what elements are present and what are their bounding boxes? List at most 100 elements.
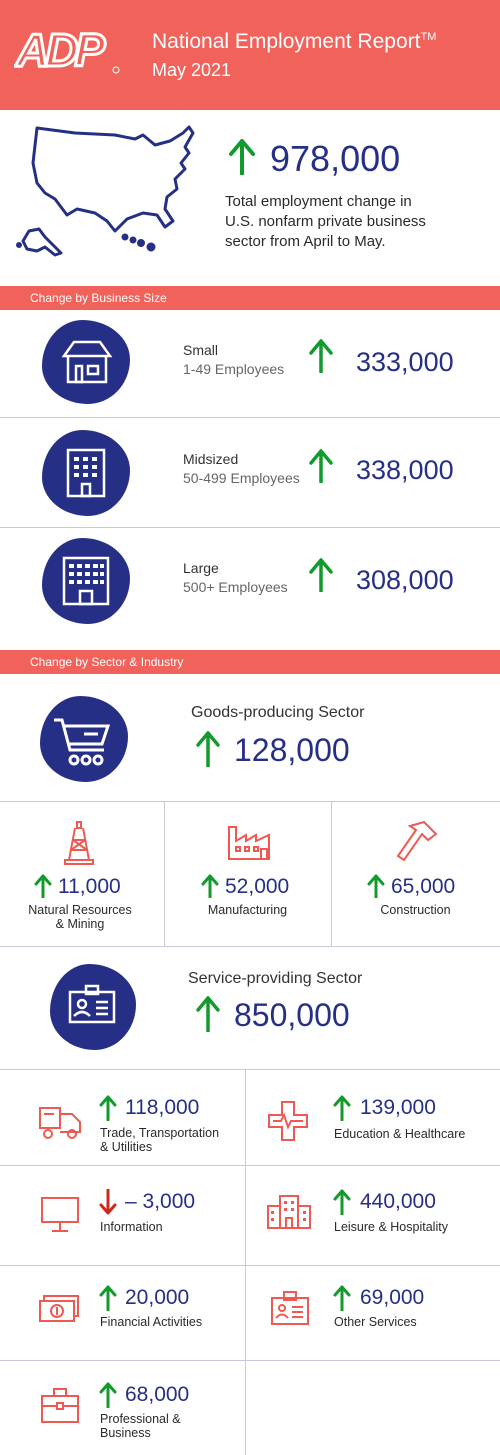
industry-label: Financial Activities [100,1315,202,1329]
divider [0,417,500,418]
usa-map-icon [15,123,195,263]
industry-value: 11,000 [58,875,121,898]
up-arrow-icon [333,1285,351,1311]
up-arrow-icon [99,1382,117,1408]
industry-value: 52,000 [225,875,290,898]
industry-label-line: Leisure & Hospitality [334,1220,448,1234]
business-size-name: Small [183,342,219,358]
monitor-icon [40,1196,80,1239]
total-description-line: U.S. nonfarm private business [225,213,426,230]
id-badge-icon [50,964,136,1050]
total-description: Total employment change in U.S. nonfarm … [225,192,426,252]
divider [0,1360,500,1361]
divider [0,1265,500,1266]
up-arrow-icon [309,558,333,592]
industry-label: Professional & Business [100,1412,181,1440]
business-size-value: 333,000 [356,347,454,377]
house-icon [42,320,130,404]
business-size-band: Change by Business Size [0,286,500,310]
industry-label: Construction [331,903,500,917]
divider [331,801,332,947]
business-size-value: 308,000 [356,565,454,595]
up-arrow-icon [333,1095,351,1121]
industry-value: 440,000 [360,1190,436,1213]
header-subtitle: May 2021 [152,60,232,80]
industry-value: 139,000 [360,1096,436,1119]
divider [0,527,500,528]
industry-label-line: Manufacturing [207,903,288,917]
up-arrow-icon [367,874,385,898]
header-title-tm: TM [420,31,437,43]
up-arrow-icon [201,874,219,898]
money-icon [38,1294,80,1329]
factory-icon [227,825,271,866]
industry-label: Education & Healthcare [334,1127,465,1141]
briefcase-icon [40,1386,80,1429]
id-card-icon [270,1290,310,1331]
total-up-arrow [229,139,255,175]
up-arrow-icon [196,996,220,1032]
business-size-value: 338,000 [356,455,454,485]
total-description-line: Total employment change in [225,193,412,210]
divider [0,946,500,947]
industry-label: Trade, Transportation & Utilities [100,1126,219,1154]
adp-logo: ADP [14,23,124,80]
industry-value: 68,000 [125,1383,190,1406]
industry-value: 118,000 [125,1096,200,1119]
up-arrow-icon [99,1285,117,1311]
divider [0,1069,500,1070]
divider [164,801,165,947]
business-size-range: 1-49 Employees [183,361,285,377]
header-banner [0,0,500,110]
industry-label: Manufacturing [164,903,331,917]
industry-label-line: & Utilities [100,1140,153,1154]
industry-label-line: Professional & [100,1412,181,1426]
hammer-icon [396,820,438,869]
industry-value: – 3,000 [125,1190,196,1213]
header-title: National Employment ReportTM [152,30,436,54]
shopping-cart-icon [40,696,128,782]
business-size-name: Large [183,560,219,576]
industry-label-line: Other Services [334,1315,417,1329]
office-building-icon [42,430,130,516]
industry-label-line: Trade, Transportation [100,1126,220,1140]
oil-derrick-icon [64,820,94,871]
up-arrow-icon [34,874,52,898]
industry-label-line: Education & Healthcare [334,1127,466,1141]
industry-label-line: Business [100,1426,151,1440]
header-title-text: National Employment Report [152,30,421,53]
industry-label: Leisure & Hospitality [334,1220,448,1234]
services-sector-name: Service-providing Sector [188,970,363,987]
up-arrow-icon [333,1189,351,1215]
hotel-icon [266,1194,312,1235]
industry-value: 69,000 [360,1286,425,1309]
industry-label-line: Financial Activities [100,1315,203,1329]
total-value: 978,000 [270,138,401,179]
industry-value: 20,000 [125,1286,190,1309]
up-arrow-icon [309,339,333,373]
up-arrow-icon [99,1095,117,1121]
industry-label-line: Construction [380,903,451,917]
up-arrow-icon [309,449,333,483]
industry-value: 65,000 [391,875,456,898]
up-arrow-icon [196,731,220,767]
business-size-name: Midsized [183,451,239,467]
medical-cross-icon [267,1100,309,1147]
industry-label-line: & Mining [55,917,105,931]
large-building-icon [42,538,130,624]
industry-label-line: Information [100,1220,163,1234]
sector-band: Change by Sector & Industry [0,650,500,674]
truck-icon [38,1104,84,1145]
industry-label: Information [100,1220,163,1234]
down-arrow-icon [99,1189,117,1215]
industry-label-line: Natural Resources [28,903,132,917]
svg-text:ADP: ADP [15,24,105,76]
business-size-range: 50-499 Employees [183,470,300,486]
goods-sector-name: Goods-producing Sector [191,704,365,721]
services-sector-value: 850,000 [234,997,350,1033]
divider [0,1165,500,1166]
industry-label: Other Services [334,1315,417,1329]
divider [245,1069,246,1455]
divider [0,801,500,802]
goods-sector-value: 128,000 [234,732,350,768]
